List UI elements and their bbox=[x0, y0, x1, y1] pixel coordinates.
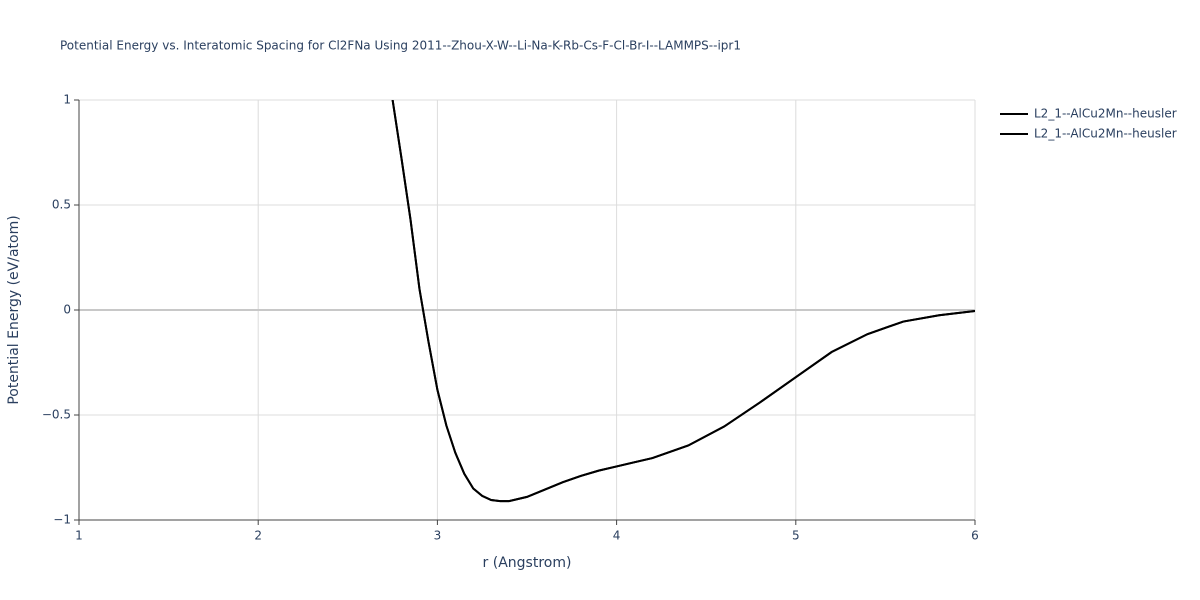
series-line bbox=[391, 100, 975, 503]
y-tick-label: −0.5 bbox=[42, 408, 71, 422]
y-tick-label: −1 bbox=[53, 513, 71, 527]
x-tick-label: 2 bbox=[254, 529, 262, 543]
legend-label: L2_1--AlCu2Mn--heusler bbox=[1034, 127, 1177, 141]
x-tick-label: 6 bbox=[971, 529, 979, 543]
legend: L2_1--AlCu2Mn--heusler L2_1--AlCu2Mn--heu… bbox=[1000, 107, 1177, 141]
x-axis-title: r (Angstrom) bbox=[483, 555, 572, 571]
y-axis-title: Potential Energy (eV/atom) bbox=[6, 215, 22, 404]
x-tick-label: 3 bbox=[434, 529, 442, 543]
plot-area bbox=[391, 100, 975, 503]
x-tick-label: 5 bbox=[792, 529, 800, 543]
y-tick-label: 0.5 bbox=[52, 198, 71, 212]
x-tick-label: 4 bbox=[613, 529, 621, 543]
y-tick-label: 1 bbox=[63, 93, 71, 107]
chart-title: Potential Energy vs. Interatomic Spacing… bbox=[60, 39, 741, 53]
y-tick-label: 0 bbox=[63, 303, 71, 317]
legend-label: L2_1--AlCu2Mn--heusler bbox=[1034, 107, 1177, 121]
grid: 1 2 3 4 5 6 −1 −0.5 0 0.5 1 bbox=[42, 93, 979, 543]
x-tick-label: 1 bbox=[75, 529, 83, 543]
series-line bbox=[391, 100, 975, 503]
